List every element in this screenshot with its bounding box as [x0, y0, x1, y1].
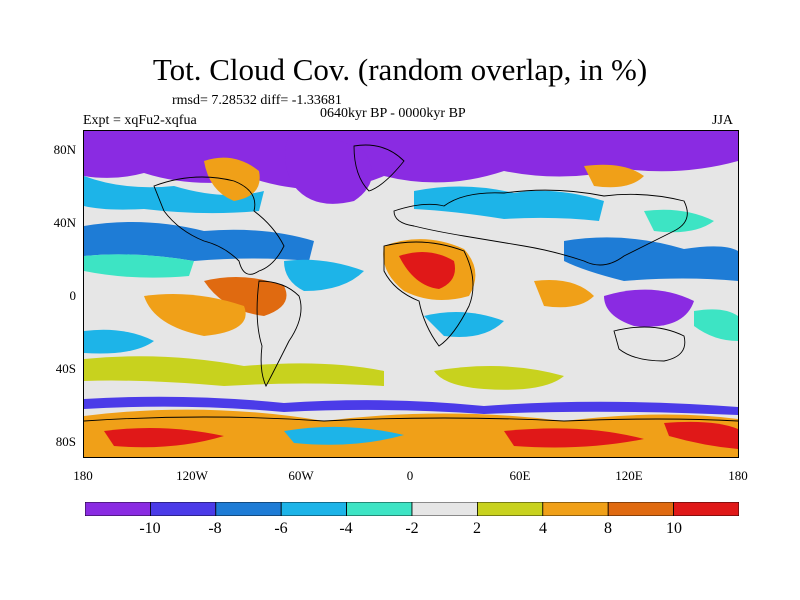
- colorbar-swatch: [476, 502, 544, 516]
- field-region: [84, 222, 314, 261]
- map-title: Tot. Cloud Cov. (random overlap, in %): [152, 52, 648, 87]
- lon-label: 60W: [288, 468, 314, 483]
- season-label: JJA: [712, 113, 734, 128]
- colorbar-label: 10: [666, 520, 682, 537]
- field-region: [144, 293, 246, 336]
- colorbar: [85, 502, 739, 516]
- lat-label: 40N: [53, 215, 76, 230]
- field-region: [534, 280, 594, 308]
- field-region: [204, 277, 287, 316]
- lat-label: 40S: [55, 361, 76, 376]
- colorbar-swatch: [150, 502, 217, 516]
- field-region: [694, 309, 738, 341]
- colorbar-label: -4: [339, 520, 353, 537]
- colorbar-label: 2: [473, 520, 481, 537]
- lon-label: 0: [406, 468, 414, 483]
- field-region: [284, 426, 404, 445]
- lat-label: 80S: [55, 434, 76, 449]
- field-region: [84, 254, 194, 278]
- coastlines: [84, 144, 738, 422]
- field-region: [104, 427, 224, 448]
- lon-label: 120W: [176, 468, 208, 483]
- field-region: [604, 289, 694, 327]
- field-region: [584, 164, 644, 188]
- lon-label: 180: [728, 468, 748, 483]
- colorbar-swatch: [607, 502, 675, 516]
- cloud-cover-map: [84, 131, 738, 457]
- field-region: [84, 356, 384, 386]
- experiment-label: Expt = xqFu2-xqfua: [83, 113, 197, 128]
- field-region: [424, 312, 504, 337]
- colorbar-swatch: [280, 502, 347, 516]
- field-region: [564, 237, 738, 281]
- field-region: [414, 186, 604, 221]
- field-region: [204, 157, 260, 201]
- colorbar-swatch: [346, 502, 413, 516]
- colorbar-label: -6: [274, 520, 288, 537]
- field-region: [84, 176, 264, 214]
- lon-label: 120E: [615, 468, 643, 483]
- lat-label: 80N: [53, 142, 76, 157]
- stats-text: rmsd= 7.28532 diff= -1.33681: [172, 93, 342, 108]
- colorbar-label: -10: [139, 520, 161, 537]
- map-panel: [83, 130, 739, 458]
- field-region: [504, 428, 644, 448]
- colorbar-swatch: [85, 502, 151, 516]
- field-region: [84, 329, 154, 354]
- field-region: [664, 421, 738, 449]
- colorbar-swatch: [215, 502, 282, 516]
- lon-label: 180: [73, 468, 93, 483]
- period-text: 0640kyr BP - 0000kyr BP: [320, 106, 466, 121]
- field-region: [284, 259, 364, 291]
- colorbar-label: -2: [405, 520, 419, 537]
- field-region: [644, 209, 714, 233]
- field-region: [399, 252, 455, 289]
- colorbar-swatch: [673, 502, 739, 516]
- colorbar-label: -8: [208, 520, 222, 537]
- colorbar-label: 4: [539, 520, 547, 537]
- colorbar-swatch: [542, 502, 609, 516]
- colorbar-swatch: [411, 502, 478, 516]
- field-region: [285, 135, 372, 204]
- lat-label: 0: [69, 288, 77, 303]
- colorbar-label: 8: [604, 520, 612, 537]
- lon-label: 60E: [509, 468, 531, 483]
- field-region: [434, 366, 564, 390]
- field-region: [84, 396, 738, 415]
